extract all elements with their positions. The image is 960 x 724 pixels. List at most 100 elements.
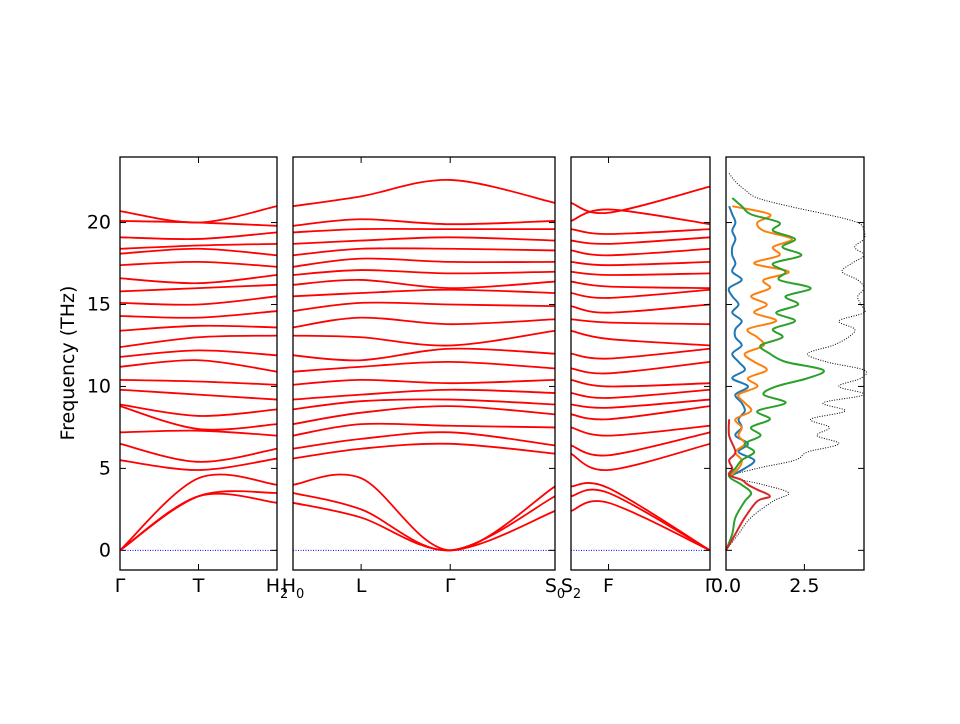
band-1-17 xyxy=(292,269,556,276)
band-0-3 xyxy=(119,457,278,471)
band-1-9 xyxy=(292,378,556,386)
x-tick-label-1-0: H0 xyxy=(282,575,305,602)
band-2-2 xyxy=(570,500,711,552)
band-2-6 xyxy=(570,405,711,421)
band-1-8 xyxy=(292,388,556,401)
band-2-15 xyxy=(570,288,711,299)
band-2-8 xyxy=(570,388,711,399)
band-1-14 xyxy=(292,301,556,312)
band-0-19 xyxy=(119,247,278,257)
x-tick-label-1-1-text: L xyxy=(356,575,367,597)
band-1-6 xyxy=(292,405,556,426)
band-2-12 xyxy=(570,329,711,347)
band-1-7 xyxy=(292,398,556,411)
x-tick-label-2-2-text: Γ xyxy=(705,575,716,597)
x-tick-label-2-2: Γ xyxy=(705,575,716,597)
band-2-1 xyxy=(570,488,711,552)
band-1-0 xyxy=(292,473,556,552)
band-0-15 xyxy=(119,295,278,306)
y-tick-label-1: 5 xyxy=(99,457,111,479)
band-1-12 xyxy=(292,329,556,347)
x-tick-label-1-3-subscript: 0 xyxy=(557,587,565,602)
x-tick-label-0-0-text: Γ xyxy=(115,575,126,597)
band-2-22 xyxy=(570,208,711,226)
band-2-17 xyxy=(570,270,711,276)
band-0-11 xyxy=(119,349,278,358)
band-0-0 xyxy=(119,473,278,551)
band-1-21 xyxy=(292,227,555,234)
band-2-11 xyxy=(570,347,711,360)
band-1-2 xyxy=(292,501,556,552)
band-0-18 xyxy=(119,260,278,268)
y-tick-label-4: 20 xyxy=(87,212,111,234)
band-2-5 xyxy=(570,424,711,437)
band-1-22 xyxy=(292,218,556,227)
band-2-10 xyxy=(570,360,711,375)
band-2-13 xyxy=(570,318,711,326)
y-tick-label-3: 15 xyxy=(87,294,111,316)
band-1-4 xyxy=(292,431,556,450)
x-tick-label-2-1: F xyxy=(603,575,614,597)
band-0-4 xyxy=(119,442,278,463)
x-tick-label-0-2-text: H xyxy=(266,575,280,597)
band-1-23 xyxy=(292,179,556,208)
band-2-3 xyxy=(570,442,711,471)
dos-series-2 xyxy=(728,205,793,478)
band-0-13 xyxy=(119,324,278,332)
y-tick-label-0: 0 xyxy=(99,539,111,561)
band-2-16 xyxy=(570,280,711,290)
x-tick-label-0-0: Γ xyxy=(115,575,126,597)
dos-x-tick-label-1: 2.5 xyxy=(789,575,819,597)
dos-x-tick-label-0-text: 0.0 xyxy=(711,575,741,597)
x-tick-label-0-2-subscript: 2 xyxy=(280,587,288,602)
dos-series-1 xyxy=(727,205,756,478)
band-2-7 xyxy=(570,398,711,409)
band-2-23 xyxy=(570,185,711,215)
plot-frame-0 xyxy=(119,156,278,571)
x-tick-label-2-0: S2 xyxy=(561,575,581,602)
band-2-21 xyxy=(570,228,711,235)
dos-series-3 xyxy=(725,197,825,551)
band-0-20 xyxy=(119,242,278,250)
band-1-11 xyxy=(292,347,556,362)
band-1-18 xyxy=(292,257,556,268)
band-1-13 xyxy=(292,316,556,329)
x-tick-label-0-2: H2 xyxy=(266,575,289,602)
dos-x-tick-label-1-text: 2.5 xyxy=(789,575,819,597)
band-2-19 xyxy=(570,247,711,257)
dos-x-tick-label-0: 0.0 xyxy=(711,575,741,597)
band-1-1 xyxy=(292,492,556,552)
dos-series-0 xyxy=(725,173,868,551)
x-tick-label-1-0-text: H xyxy=(282,575,296,597)
band-0-2 xyxy=(119,492,278,552)
band-2-20 xyxy=(570,236,711,245)
band-1-15 xyxy=(292,288,556,298)
x-tick-label-1-1: L xyxy=(356,575,367,597)
x-tick-label-1-0-subscript: 0 xyxy=(296,587,304,602)
plot-frame-3 xyxy=(725,156,865,571)
band-0-16 xyxy=(119,283,278,293)
band-1-20 xyxy=(292,236,556,245)
x-tick-label-1-3-text: S xyxy=(545,575,557,597)
band-2-4 xyxy=(570,431,711,457)
band-1-5 xyxy=(292,422,556,437)
x-tick-label-1-2-text: Γ xyxy=(445,575,456,597)
band-0-1 xyxy=(119,490,278,552)
band-1-3 xyxy=(292,442,556,460)
band-2-18 xyxy=(570,260,711,267)
band-0-7 xyxy=(119,403,278,417)
band-0-21 xyxy=(119,231,278,241)
band-0-10 xyxy=(119,359,278,373)
y-tick-label-2: 10 xyxy=(87,375,111,397)
band-0-12 xyxy=(119,334,278,349)
band-2-14 xyxy=(570,303,711,314)
plot-frame-2 xyxy=(570,156,711,571)
band-0-5 xyxy=(119,429,278,437)
x-tick-label-1-2: Γ xyxy=(445,575,456,597)
band-0-14 xyxy=(119,310,278,319)
band-1-19 xyxy=(292,247,556,257)
x-tick-label-2-0-subscript: 2 xyxy=(573,587,581,602)
band-0-9 xyxy=(119,378,278,386)
